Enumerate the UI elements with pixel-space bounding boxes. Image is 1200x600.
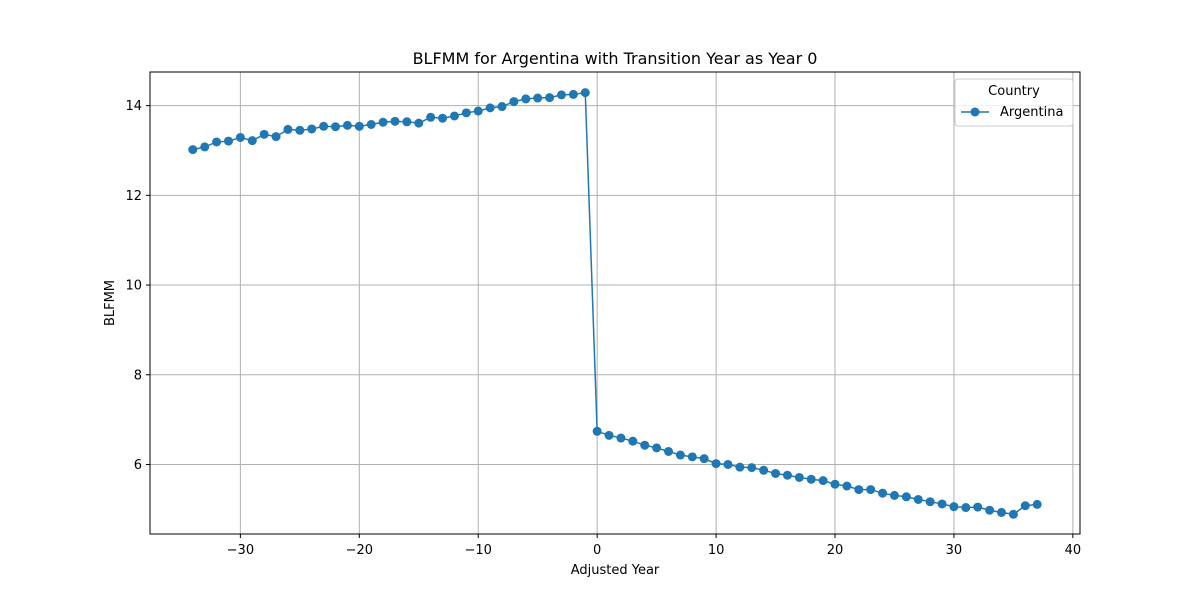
data-point (771, 468, 781, 478)
data-point (188, 145, 198, 155)
data-point (592, 426, 602, 436)
data-point (818, 476, 828, 486)
data-point (616, 433, 626, 443)
data-point (842, 481, 852, 491)
y-tick-label: 10 (125, 279, 142, 294)
data-point (473, 106, 483, 116)
data-point (1008, 509, 1018, 519)
data-point (545, 93, 555, 103)
data-point (497, 102, 507, 112)
data-point (354, 121, 364, 131)
data-point (747, 463, 757, 473)
y-axis-label: BLFMM (103, 280, 118, 326)
data-point (985, 505, 995, 515)
legend: Country Argentina (954, 78, 1074, 127)
data-point (366, 119, 376, 129)
data-point (723, 459, 733, 469)
x-axis-label: Adjusted Year (571, 563, 660, 578)
x-tick-label: −20 (346, 543, 373, 558)
data-point (866, 485, 876, 495)
series-layer (188, 88, 1042, 519)
data-point (913, 494, 923, 504)
data-point (307, 124, 317, 134)
legend-marker-swatch (970, 107, 980, 117)
data-point (414, 118, 424, 128)
data-point (223, 136, 233, 146)
legend-box (954, 78, 1074, 127)
data-point (806, 474, 816, 484)
data-point (200, 142, 210, 152)
y-tick-label: 8 (134, 368, 142, 383)
data-point (390, 116, 400, 126)
data-point (235, 132, 245, 142)
data-point (580, 88, 590, 98)
data-point (854, 485, 864, 495)
data-point (485, 103, 495, 113)
data-point (521, 94, 531, 104)
data-point (247, 136, 257, 146)
data-point (711, 459, 721, 469)
data-point (331, 122, 341, 132)
x-tick-label: −10 (465, 543, 492, 558)
data-point (901, 492, 911, 502)
data-point (782, 470, 792, 480)
x-tick-label: −30 (227, 543, 254, 558)
data-point (271, 132, 281, 142)
data-point (1032, 499, 1042, 509)
data-point (949, 502, 959, 512)
gridlines (150, 72, 1080, 534)
data-point (438, 113, 448, 123)
data-point (830, 479, 840, 489)
data-point (759, 465, 769, 475)
plot-area-frame (149, 71, 1081, 535)
x-tick-label: 0 (593, 543, 601, 558)
data-point (664, 446, 674, 456)
axis-ticks: −30 −20 −10 0 10 20 30 40 6 8 10 12 14 (125, 99, 1081, 558)
y-tick-label: 12 (125, 189, 142, 204)
data-point (937, 499, 947, 509)
data-point (973, 502, 983, 512)
data-point (402, 117, 412, 127)
data-point (961, 503, 971, 513)
data-point (426, 112, 436, 122)
data-point (997, 507, 1007, 517)
data-point (699, 454, 709, 464)
data-point (687, 452, 697, 462)
x-tick-label: 40 (1065, 543, 1082, 558)
data-point (342, 120, 352, 130)
data-point (212, 137, 222, 147)
data-point (378, 117, 388, 127)
legend-entry-label: Argentina (1000, 105, 1063, 120)
data-point (461, 108, 471, 118)
data-point (925, 497, 935, 507)
data-point (259, 129, 269, 139)
data-point (1020, 501, 1030, 511)
data-point (509, 97, 519, 107)
data-point (533, 93, 543, 103)
data-point (283, 124, 293, 134)
data-point (735, 462, 745, 472)
y-tick-label: 14 (125, 99, 142, 114)
data-point (568, 89, 578, 99)
data-point (652, 443, 662, 453)
data-point (449, 111, 459, 121)
x-tick-label: 30 (946, 543, 963, 558)
data-point (640, 440, 650, 450)
x-tick-label: 10 (708, 543, 725, 558)
data-point (604, 430, 614, 440)
chart-title: BLFMM for Argentina with Transition Year… (413, 49, 818, 68)
y-tick-label: 6 (134, 458, 142, 473)
data-point (295, 125, 305, 135)
data-point (675, 450, 685, 460)
data-point (319, 121, 329, 131)
legend-title: Country (988, 84, 1040, 99)
data-point (556, 90, 566, 100)
data-point (889, 490, 899, 500)
data-point (628, 436, 638, 446)
data-point (878, 488, 888, 498)
x-tick-label: 20 (827, 543, 844, 558)
data-point (794, 472, 804, 482)
